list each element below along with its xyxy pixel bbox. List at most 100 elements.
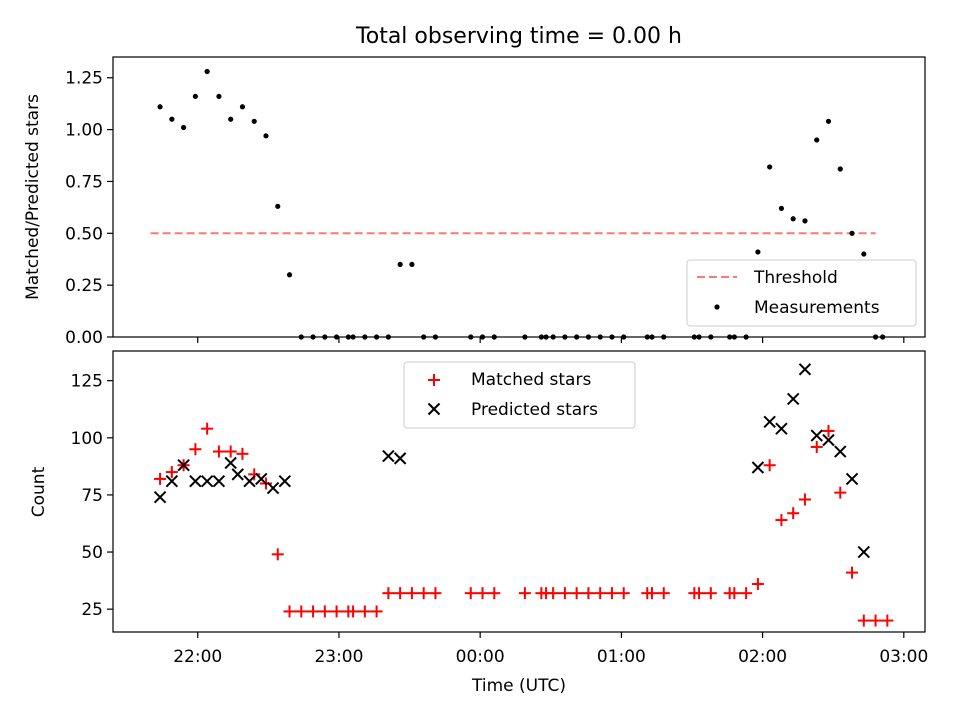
matched-star-point <box>224 445 237 458</box>
measurement-point <box>708 334 714 340</box>
bottom-y-tick-label: 50 <box>81 543 103 563</box>
measurement-point <box>802 218 808 224</box>
matched-star-point <box>763 459 776 472</box>
matched-star-point <box>834 486 847 499</box>
measurement-point <box>374 334 380 340</box>
matched-star-point <box>236 447 249 460</box>
predicted-star-point <box>798 363 812 376</box>
matched-star-point <box>394 587 407 600</box>
predicted-star-point-b <box>224 456 237 470</box>
matched-star-point <box>165 466 178 479</box>
measurement-point <box>849 230 855 236</box>
predicted-star-point <box>255 472 268 486</box>
matched-star-point <box>154 472 167 485</box>
legend-predicted-swatch-b <box>427 402 441 416</box>
measurement-point <box>731 334 737 340</box>
matched-star-point <box>295 605 308 618</box>
predicted-star-point-b <box>165 475 179 488</box>
predicted-star-point <box>177 459 190 472</box>
measurement-point <box>310 334 316 340</box>
predicted-star-point <box>278 475 292 488</box>
legend-matched-swatch <box>428 374 440 386</box>
bottom-legend-frame <box>403 361 636 429</box>
measurement-point <box>239 104 246 110</box>
measurement-point <box>743 334 749 340</box>
legend-measurements-swatch <box>714 304 720 310</box>
measurement-point <box>562 334 568 340</box>
matched-star-point <box>476 587 489 600</box>
predicted-star-point <box>810 429 823 442</box>
measurement-point <box>228 116 234 122</box>
top-y-tick-label: 1.25 <box>65 69 103 89</box>
matched-star-point <box>330 605 343 618</box>
matched-star-point <box>382 587 395 600</box>
measurement-point <box>397 261 403 268</box>
predicted-star-point-b <box>382 449 395 463</box>
matched-star-point <box>570 587 583 600</box>
bottom-y-tick-label: 100 <box>71 429 103 449</box>
predicted-star-point <box>224 456 237 470</box>
predicted-star-point-b <box>153 491 167 504</box>
legend-predicted-label: Predicted stars <box>471 400 598 420</box>
top-y-tick-label: 1.00 <box>65 121 103 141</box>
measurement-point <box>790 216 796 222</box>
predicted-star-point <box>212 475 226 488</box>
predicted-star-point <box>786 392 800 406</box>
matched-star-point <box>307 605 320 618</box>
measurement-point <box>432 334 439 340</box>
measurement-point <box>157 104 163 110</box>
bottom-y-tick-label: 75 <box>81 486 103 506</box>
matched-star-point <box>857 614 870 627</box>
measurement-point <box>543 334 549 340</box>
measurement-point <box>298 334 304 340</box>
matched-star-point <box>189 443 202 456</box>
predicted-star-point <box>266 481 280 495</box>
measurement-point <box>333 334 340 340</box>
matched-star-point <box>417 587 430 600</box>
matched-star-point <box>429 587 442 600</box>
predicted-star-point-b <box>822 433 835 447</box>
top-y-axis-label: Matched/Predicted stars <box>23 94 43 300</box>
matched-star-point <box>869 614 882 627</box>
matched-star-point <box>751 578 764 591</box>
measurement-point <box>661 334 667 340</box>
predicted-star-point-b <box>278 475 292 488</box>
measurement-point <box>362 334 368 340</box>
predicted-star-point <box>822 433 835 447</box>
measurement-point <box>491 334 497 340</box>
matched-star-point <box>271 548 284 561</box>
measurement-point <box>479 334 486 340</box>
x-tick-label: 03:00 <box>879 647 928 667</box>
predicted-star-point-b <box>255 472 268 486</box>
measurement-point <box>181 124 187 131</box>
measurement-point <box>216 93 222 100</box>
legend-threshold-label: Threshold <box>753 268 838 288</box>
measurement-point <box>778 205 785 212</box>
predicted-star-point <box>775 422 788 435</box>
x-tick-label: 22:00 <box>173 647 222 667</box>
predicted-star-point <box>189 475 202 488</box>
matched-star-point <box>605 587 618 600</box>
matched-star-point <box>645 587 658 600</box>
matched-star-point <box>775 514 788 527</box>
predicted-star-point-b <box>834 445 847 458</box>
matched-star-point <box>846 566 859 579</box>
measurement-point <box>644 334 650 340</box>
predicted-star-point <box>200 475 214 488</box>
measurement-point <box>825 118 832 124</box>
matched-star-point <box>201 422 214 435</box>
predicted-star-point-b <box>177 459 190 472</box>
top-axes-frame <box>112 56 926 338</box>
legend-predicted-swatch <box>427 402 441 416</box>
matched-star-point <box>740 587 753 600</box>
measurement-point <box>385 334 391 340</box>
predicted-star-point <box>153 491 167 504</box>
x-tick-label: 00:00 <box>456 647 505 667</box>
matched-star-point <box>464 587 477 600</box>
measurement-point <box>538 334 544 340</box>
bottom-y-axis-label: Count <box>29 466 49 517</box>
top-legend: Threshold Measurements <box>686 259 917 327</box>
matched-star-point <box>617 587 630 600</box>
measurement-point <box>767 164 773 170</box>
